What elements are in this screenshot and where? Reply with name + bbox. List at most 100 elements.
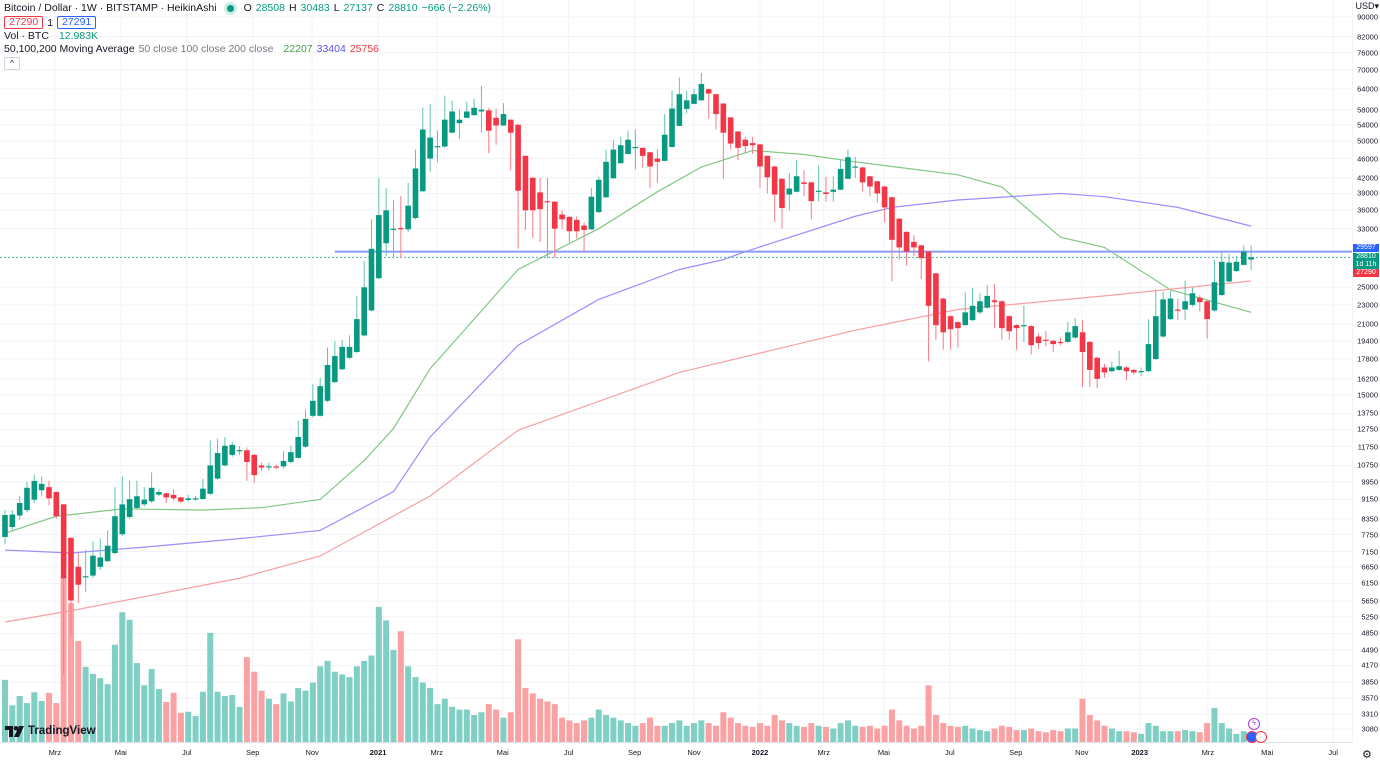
volume-bar bbox=[31, 692, 38, 742]
volume-bar bbox=[844, 720, 851, 742]
candle bbox=[639, 147, 646, 168]
volume-bar bbox=[405, 666, 412, 742]
sell-button[interactable]: 27290 bbox=[4, 16, 44, 29]
volume-bar bbox=[192, 716, 199, 742]
price-tick-label: 54000 bbox=[1357, 120, 1378, 130]
candle-body bbox=[405, 205, 411, 230]
candle bbox=[434, 130, 441, 163]
candle bbox=[500, 103, 507, 126]
candle-body bbox=[764, 155, 771, 178]
time-axis[interactable]: Mrz Mai Jul Sep Nov 2021 Mrz Mai Jul Sep Nov 2022 Mr… bbox=[0, 742, 1352, 764]
time-tick-label: Jul bbox=[181, 748, 192, 757]
price-chart[interactable] bbox=[0, 0, 1352, 742]
candle-body bbox=[639, 147, 646, 156]
volume-legend[interactable]: Vol · BTC 12.983K bbox=[4, 30, 98, 42]
ma200-value: 25756 bbox=[349, 43, 380, 55]
volume-bar bbox=[390, 650, 397, 742]
price-tick-label: 6150 bbox=[1361, 578, 1378, 588]
candle bbox=[984, 284, 991, 309]
candle-body bbox=[222, 445, 228, 466]
candle bbox=[317, 377, 323, 417]
candle bbox=[940, 297, 947, 350]
candle bbox=[148, 472, 155, 503]
volume-bar bbox=[962, 725, 969, 742]
candle-body bbox=[339, 346, 345, 370]
candle-body bbox=[867, 176, 873, 187]
lightning-event-icon[interactable]: ϟ bbox=[1248, 718, 1260, 730]
volume-bar bbox=[1116, 731, 1123, 742]
candle-body bbox=[163, 493, 170, 498]
price-tick-label: 39000 bbox=[1357, 188, 1378, 198]
volume-bar bbox=[691, 723, 698, 742]
tradingview-logo-icon bbox=[5, 725, 24, 737]
volume-bar bbox=[214, 691, 221, 742]
collapse-legend-button[interactable]: ^ bbox=[4, 57, 20, 70]
volume-bar bbox=[742, 725, 749, 742]
moving-average-50-line bbox=[4, 149, 1252, 534]
candle-body bbox=[1116, 366, 1122, 370]
candle bbox=[698, 72, 705, 101]
volume-bar bbox=[581, 720, 588, 742]
candle bbox=[251, 453, 258, 483]
volume-bar bbox=[221, 696, 228, 742]
ma-legend[interactable]: 50,100,200 Moving Average 50 close 100 c… bbox=[4, 43, 379, 55]
price-tick-label: 46000 bbox=[1357, 154, 1378, 164]
volume-bar bbox=[1050, 730, 1057, 742]
volume-bar bbox=[251, 671, 258, 742]
price-axis[interactable]: USD▾ 90000 82000 76000 70000 64000 58000 54000… bbox=[1352, 0, 1380, 742]
volume-bar bbox=[456, 709, 463, 742]
candle bbox=[1182, 280, 1188, 321]
buy-button[interactable]: 27291 bbox=[57, 16, 97, 29]
price-tick-label: 70000 bbox=[1357, 65, 1378, 75]
candle-body bbox=[1240, 251, 1247, 265]
candle-body bbox=[603, 161, 609, 198]
volume-bar bbox=[38, 700, 45, 742]
candle-body bbox=[31, 480, 38, 500]
candle-body bbox=[984, 295, 991, 308]
currency-selector[interactable]: USD▾ bbox=[1355, 1, 1379, 12]
candle bbox=[1226, 253, 1232, 283]
candle-body bbox=[427, 137, 433, 159]
volume-bar bbox=[903, 725, 910, 742]
volume-bar bbox=[111, 644, 118, 742]
candle-body bbox=[669, 108, 675, 147]
us-flag-event-icon[interactable] bbox=[1255, 731, 1267, 743]
candle bbox=[867, 175, 873, 197]
candle-body bbox=[962, 312, 969, 326]
gear-icon[interactable]: ⚙ bbox=[1362, 749, 1372, 761]
candle-body bbox=[1196, 297, 1203, 303]
candle bbox=[661, 114, 668, 162]
symbol-legend[interactable]: Bitcoin / Dollar · 1W · BITSTAMP · Heiki… bbox=[4, 2, 491, 14]
candle bbox=[412, 149, 419, 220]
candle-body bbox=[134, 496, 140, 508]
candle-body bbox=[617, 145, 624, 164]
candle-body bbox=[940, 298, 947, 333]
volume-bar bbox=[375, 606, 382, 742]
volume-bar bbox=[778, 720, 785, 742]
volume-bar bbox=[1130, 732, 1137, 742]
volume-bar bbox=[89, 673, 96, 742]
volume-bar bbox=[661, 725, 668, 742]
candle-body bbox=[148, 487, 155, 502]
volume-bar bbox=[265, 698, 272, 742]
last-price: 28810 bbox=[1356, 253, 1376, 260]
change-value: −666 (−2.26%) bbox=[421, 2, 492, 14]
volume-bar bbox=[1013, 730, 1020, 742]
candle bbox=[749, 136, 756, 155]
candle bbox=[280, 451, 287, 469]
ma50-value: 22207 bbox=[283, 43, 313, 55]
candle bbox=[669, 90, 675, 148]
candle-body bbox=[288, 452, 294, 462]
candle-body bbox=[236, 450, 243, 452]
candle bbox=[617, 136, 624, 164]
time-tick-label: Nov bbox=[1075, 748, 1089, 757]
volume-bar bbox=[317, 666, 324, 742]
volume-bar bbox=[258, 690, 265, 742]
volume-bar bbox=[947, 725, 954, 742]
low-value: 27137 bbox=[343, 2, 373, 14]
volume-bar bbox=[339, 674, 346, 742]
bid-price: 27290 bbox=[1356, 269, 1376, 276]
volume-bar bbox=[940, 723, 947, 742]
tradingview-logo[interactable]: TradingView bbox=[5, 725, 96, 737]
candle bbox=[515, 124, 521, 249]
